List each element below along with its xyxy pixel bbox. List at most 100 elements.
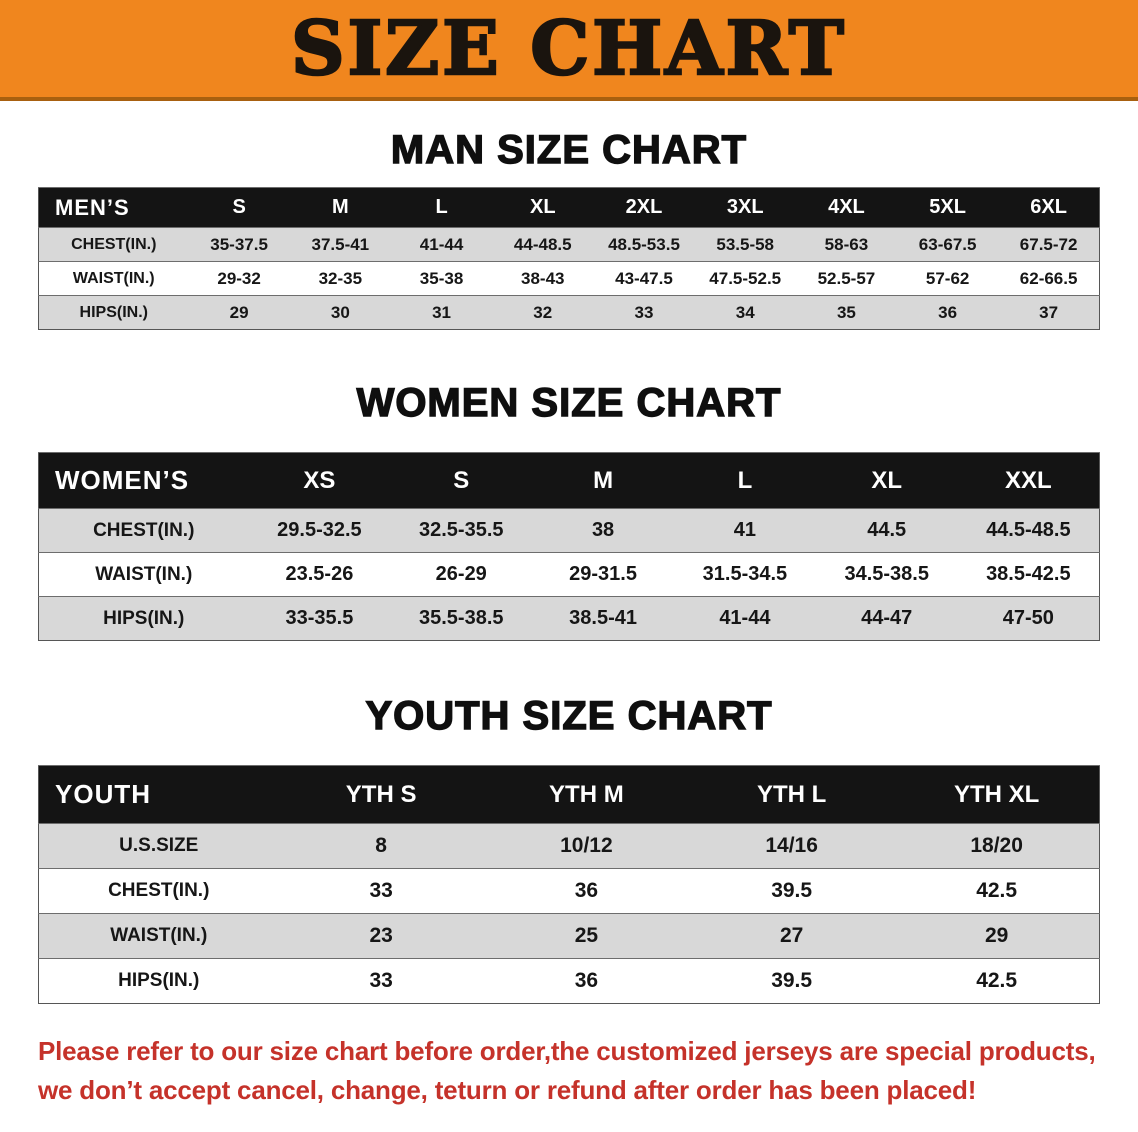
women-section-heading: WOMEN SIZE CHART [356, 380, 782, 425]
men-section-heading: MAN SIZE CHART [390, 127, 748, 172]
size-column-header: S [188, 187, 290, 228]
size-column-header: L [390, 187, 493, 228]
row-label: U.S.SIZE [38, 823, 279, 869]
size-cell: 29-31.5 [532, 552, 674, 597]
table-header-row: YOUTH YTH S YTH M YTH L YTH XL [38, 765, 1100, 824]
footer-notice: Please refer to our size chart before or… [0, 1004, 1138, 1110]
size-cell: 52.5-57 [795, 261, 898, 296]
size-cell: 47.5-52.5 [694, 261, 796, 296]
youth-section-heading: YOUTH SIZE CHART [365, 693, 773, 738]
size-column-header: XS [248, 452, 391, 509]
size-column-header: S [390, 452, 533, 509]
size-cell: 41 [673, 508, 816, 553]
size-column-header: 3XL [694, 187, 796, 228]
size-column-header: L [673, 452, 816, 509]
size-cell: 34 [694, 295, 796, 330]
row-label: HIPS(IN.) [38, 295, 189, 330]
row-label: HIPS(IN.) [38, 596, 249, 641]
men-size-section: MAN SIZE CHART MEN’S S M L XL 2XL 3XL 4XL 5XL 6XL… [0, 101, 1138, 330]
size-cell: 29 [188, 295, 290, 330]
youth-size-table: YOUTH YTH S YTH M YTH L YTH XL U.S.SIZE 8 10/12… [38, 765, 1100, 1004]
table-row: U.S.SIZE 8 10/12 14/16 18/20 [38, 823, 1100, 869]
size-cell: 38.5-41 [532, 596, 674, 641]
size-cell: 27 [689, 913, 895, 959]
size-column-header: 5XL [897, 187, 999, 228]
size-column-header: M [289, 187, 391, 228]
size-cell: 39.5 [689, 958, 895, 1004]
size-cell: 36 [483, 868, 689, 914]
size-cell: 33 [278, 958, 484, 1004]
size-cell: 35-37.5 [188, 227, 290, 262]
size-cell: 48.5-53.5 [593, 227, 695, 262]
size-cell: 32 [492, 295, 594, 330]
size-cell: 57-62 [897, 261, 999, 296]
row-label: HIPS(IN.) [38, 958, 279, 1004]
size-cell: 58-63 [795, 227, 898, 262]
size-column-header: YTH L [689, 765, 895, 824]
table-header-row: WOMEN’S XS S M L XL XXL [38, 452, 1100, 509]
size-cell: 29.5-32.5 [248, 508, 391, 553]
size-cell: 10/12 [483, 823, 689, 869]
table-row: CHEST(IN.) 35-37.5 37.5-41 41-44 44-48.5 48.5… [38, 227, 1100, 262]
size-cell: 44-48.5 [492, 227, 594, 262]
size-column-header: YTH S [278, 765, 484, 824]
size-cell: 38-43 [492, 261, 594, 296]
size-cell: 62-66.5 [998, 261, 1100, 296]
size-column-header: YTH XL [894, 765, 1100, 824]
row-label: WAIST(IN.) [38, 552, 249, 597]
size-cell: 31.5-34.5 [673, 552, 816, 597]
size-cell: 36 [483, 958, 689, 1004]
notice-line-2: we don’t accept cancel, change, teturn o… [38, 1075, 977, 1105]
size-cell: 23 [278, 913, 484, 959]
size-cell: 44-47 [815, 596, 958, 641]
size-cell: 41-44 [673, 596, 816, 641]
size-cell: 8 [278, 823, 484, 869]
table-row: HIPS(IN.) 33-35.5 35.5-38.5 38.5-41 41-44 44-… [38, 596, 1100, 641]
page-title: SIZE CHART [290, 5, 847, 92]
size-cell: 47-50 [957, 596, 1100, 641]
size-cell: 35.5-38.5 [390, 596, 533, 641]
size-cell: 33-35.5 [248, 596, 391, 641]
table-row: WAIST(IN.) 23 25 27 29 [38, 913, 1100, 959]
table-corner-label: YOUTH [38, 765, 279, 824]
table-row: HIPS(IN.) 29 30 31 32 33 34 35 36 37 [38, 295, 1100, 330]
size-cell: 29-32 [188, 261, 290, 296]
size-cell: 18/20 [894, 823, 1100, 869]
row-label: WAIST(IN.) [38, 261, 189, 296]
table-row: CHEST(IN.) 29.5-32.5 32.5-35.5 38 41 44.5 44.5… [38, 508, 1100, 553]
size-cell: 37.5-41 [289, 227, 391, 262]
size-cell: 23.5-26 [248, 552, 391, 597]
size-cell: 44.5-48.5 [957, 508, 1100, 553]
size-cell: 33 [593, 295, 695, 330]
size-cell: 67.5-72 [998, 227, 1100, 262]
size-column-header: YTH M [483, 765, 689, 824]
size-cell: 14/16 [689, 823, 895, 869]
table-header-row: MEN’S S M L XL 2XL 3XL 4XL 5XL 6XL [38, 187, 1100, 228]
size-cell: 32.5-35.5 [390, 508, 533, 553]
size-cell: 35 [795, 295, 898, 330]
size-cell: 34.5-38.5 [815, 552, 958, 597]
table-row: WAIST(IN.) 29-32 32-35 35-38 38-43 43-47.5 47.… [38, 261, 1100, 296]
size-cell: 39.5 [689, 868, 895, 914]
size-column-header: 2XL [593, 187, 695, 228]
size-cell: 42.5 [894, 868, 1100, 914]
size-column-header: XL [815, 452, 958, 509]
men-size-table: MEN’S S M L XL 2XL 3XL 4XL 5XL 6XL CHEST(IN.) 35-37… [38, 187, 1100, 330]
size-cell: 33 [278, 868, 484, 914]
table-corner-label: MEN’S [38, 187, 189, 228]
size-cell: 26-29 [390, 552, 533, 597]
size-cell: 44.5 [815, 508, 958, 553]
size-column-header: 4XL [795, 187, 898, 228]
size-cell: 29 [894, 913, 1100, 959]
size-cell: 41-44 [390, 227, 493, 262]
size-cell: 36 [897, 295, 999, 330]
size-cell: 63-67.5 [897, 227, 999, 262]
table-row: HIPS(IN.) 33 36 39.5 42.5 [38, 958, 1100, 1004]
size-cell: 42.5 [894, 958, 1100, 1004]
row-label: CHEST(IN.) [38, 508, 249, 553]
notice-line-1: Please refer to our size chart before or… [38, 1036, 1096, 1066]
women-size-table: WOMEN’S XS S M L XL XXL CHEST(IN.) 29.5-32.5 32.5… [38, 452, 1100, 641]
size-column-header: XXL [957, 452, 1100, 509]
size-cell: 30 [289, 295, 391, 330]
